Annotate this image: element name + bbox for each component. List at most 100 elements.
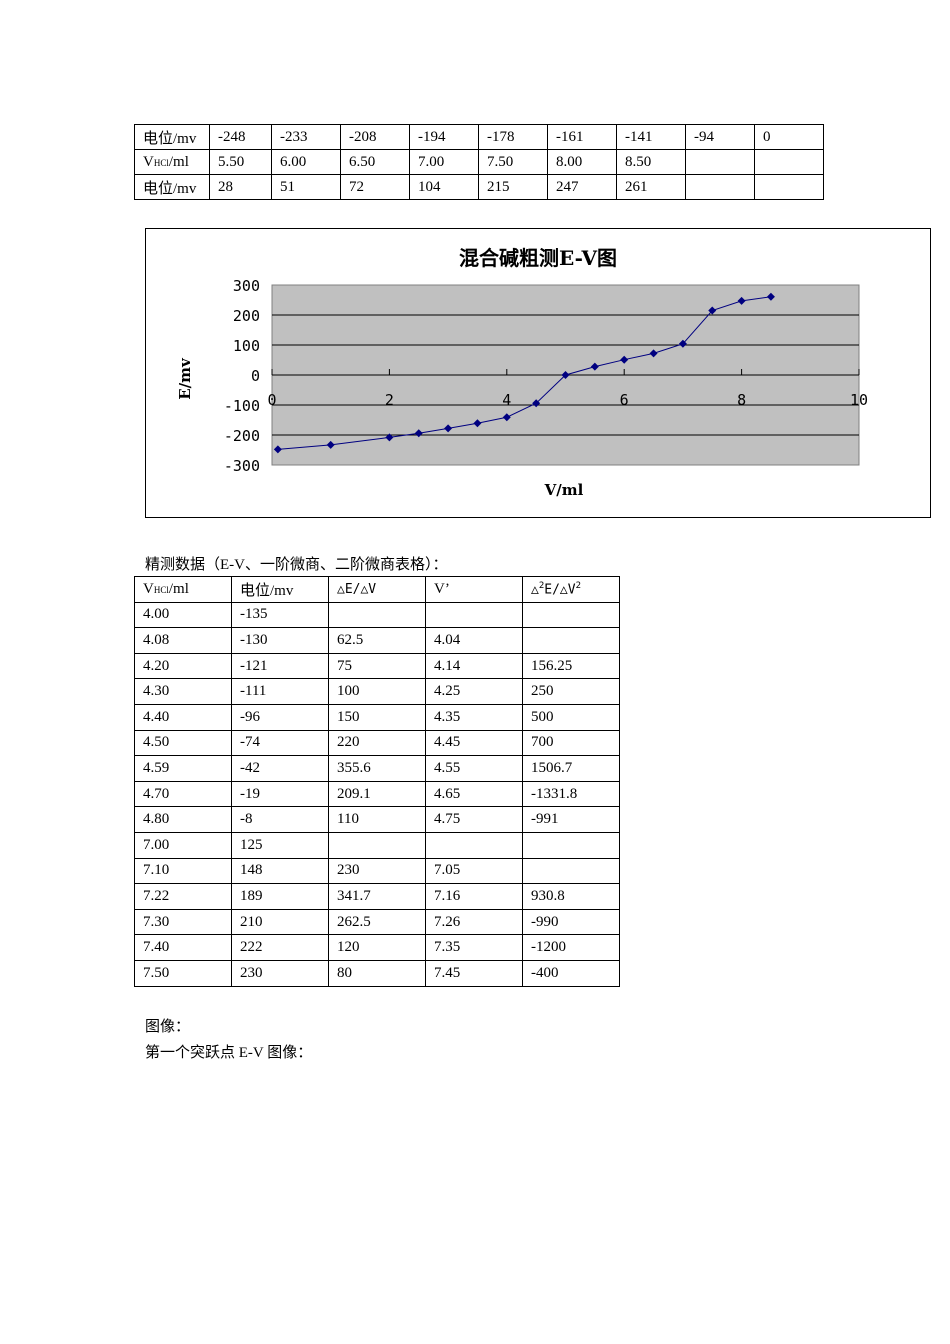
row-label: 电位/mv: [134, 124, 210, 150]
table-cell: 28: [209, 174, 272, 200]
table-cell: 80: [328, 959, 426, 987]
table-cell: 7.10: [134, 857, 232, 885]
table-row: 4.30 -111 100 4.25 250: [134, 678, 620, 705]
table-cell: 5.50: [209, 149, 272, 175]
x-tick-label: 2: [385, 391, 394, 409]
images-label: 图像：: [145, 1019, 191, 1035]
data-point-marker: [385, 433, 394, 442]
table-cell: -74: [231, 729, 329, 757]
table-cell: -130: [231, 627, 329, 654]
table-cell: -194: [409, 124, 479, 150]
table-cell: 156.25: [522, 652, 620, 680]
data-point-marker: [766, 292, 775, 301]
data-point-marker: [590, 362, 599, 371]
fine-table-body: 4.00 -135 4.08 -130 62.5 4.04 4.20 -121 75 4.14 15…: [134, 601, 620, 987]
table-cell: 247: [547, 174, 617, 200]
data-point-marker: [561, 371, 570, 379]
table-cell: [328, 601, 426, 629]
data-point-marker: [532, 399, 541, 408]
table-cell: 250: [522, 678, 620, 705]
table-cell: 4.40: [134, 703, 232, 731]
table-cell: 500: [522, 703, 620, 731]
table-row: 电位/mv 28 51 72 104 215 247 261: [134, 174, 824, 200]
data-point-marker: [737, 296, 746, 305]
table-cell: [754, 149, 824, 175]
table-cell: 4.75: [425, 806, 523, 833]
table-cell: 51: [271, 174, 341, 200]
table-cell: -135: [231, 601, 329, 629]
y-tick-label: -200: [224, 427, 260, 445]
table-row: 7.10 148 230 7.05: [134, 857, 620, 885]
table-cell: 209.1: [328, 780, 426, 808]
table-row: VHCl/ml 5.50 6.00 6.50 7.00 7.50 8.00 8.…: [134, 149, 824, 175]
table-cell: 6.00: [271, 149, 341, 175]
data-point-marker: [678, 339, 687, 348]
table-cell: [425, 601, 523, 629]
table-row: 4.50 -74 220 4.45 700: [134, 729, 620, 757]
table-cell: 4.35: [425, 703, 523, 731]
table-cell: 8.00: [547, 149, 617, 175]
table-cell: 150: [328, 703, 426, 731]
table-cell: 7.00: [134, 831, 232, 859]
table-cell: [685, 149, 755, 175]
table-cell: 220: [328, 729, 426, 757]
x-tick-label: 10: [850, 391, 868, 409]
table-cell: 4.55: [425, 755, 523, 782]
table-cell: -19: [231, 780, 329, 808]
y-tick-label: 200: [233, 307, 260, 325]
table-cell: -96: [231, 703, 329, 731]
table-cell: -161: [547, 124, 617, 150]
table-cell: 222: [231, 934, 329, 961]
table-cell: 125: [231, 831, 329, 859]
table-cell: 7.05: [425, 857, 523, 885]
table-row: 4.70 -19 209.1 4.65 -1331.8: [134, 780, 620, 808]
table-cell: 4.45: [425, 729, 523, 757]
table-cell: -990: [522, 908, 620, 936]
table-row: 7.30 210 262.5 7.26 -990: [134, 908, 620, 936]
table-cell: 75: [328, 652, 426, 680]
table-cell: 4.65: [425, 780, 523, 808]
table-cell: [328, 831, 426, 859]
first-jump-label: 第一个突跃点 E-V 图像：: [145, 1045, 313, 1061]
table-cell: 189: [231, 883, 329, 910]
table-cell: [522, 831, 620, 859]
table-cell: -1331.8: [522, 780, 620, 808]
table-cell: 700: [522, 729, 620, 757]
ev-chart: 混合碱粗测E-V图 300 200 100 0 -100 -200 -300 0 2 4 6 8 10 …: [145, 228, 931, 518]
table-cell: -991: [522, 806, 620, 833]
table-cell: -111: [231, 678, 329, 705]
col-header-second-derivative: △2E/△V2: [522, 576, 620, 603]
x-axis-label: V/ml: [544, 481, 584, 499]
table-cell: -233: [271, 124, 341, 150]
x-tick-label: 8: [737, 391, 746, 409]
table-cell: -400: [522, 959, 620, 987]
table-cell: 8.50: [616, 149, 686, 175]
table-cell: [754, 174, 824, 200]
y-tick-label: 300: [233, 277, 260, 295]
coarse-data-table: 电位/mv -248 -233 -208 -194 -178 -161 -141…: [134, 124, 824, 200]
table-cell: -141: [616, 124, 686, 150]
table-cell: 230: [231, 959, 329, 987]
col-header-v-prime: V’: [425, 576, 523, 603]
table-row: 4.80 -8 110 4.75 -991: [134, 806, 620, 833]
table-cell: 4.70: [134, 780, 232, 808]
table-cell: 930.8: [522, 883, 620, 910]
table-row: 7.50 230 80 7.45 -400: [134, 959, 620, 987]
table-cell: 6.50: [340, 149, 410, 175]
fine-data-heading: 精测数据（E-V、一阶微商、二阶微商表格）：: [145, 557, 448, 573]
table-cell: -121: [231, 652, 329, 680]
x-tick-label: 6: [620, 391, 629, 409]
data-point-marker: [444, 424, 453, 433]
y-tick-label: 100: [233, 337, 260, 355]
table-cell: -248: [209, 124, 272, 150]
table-cell: 62.5: [328, 627, 426, 654]
table-cell: 7.50: [478, 149, 548, 175]
table-cell: 4.59: [134, 755, 232, 782]
table-row: 7.40 222 120 7.35 -1200: [134, 934, 620, 961]
table-cell: -178: [478, 124, 548, 150]
table-cell: 120: [328, 934, 426, 961]
fine-data-table: VHCl/ml 电位/mv △E/△V V’ △2E/△V2 4.00 -135 4…: [134, 576, 620, 987]
table-cell: 110: [328, 806, 426, 833]
table-cell: 7.22: [134, 883, 232, 910]
table-cell: 4.80: [134, 806, 232, 833]
